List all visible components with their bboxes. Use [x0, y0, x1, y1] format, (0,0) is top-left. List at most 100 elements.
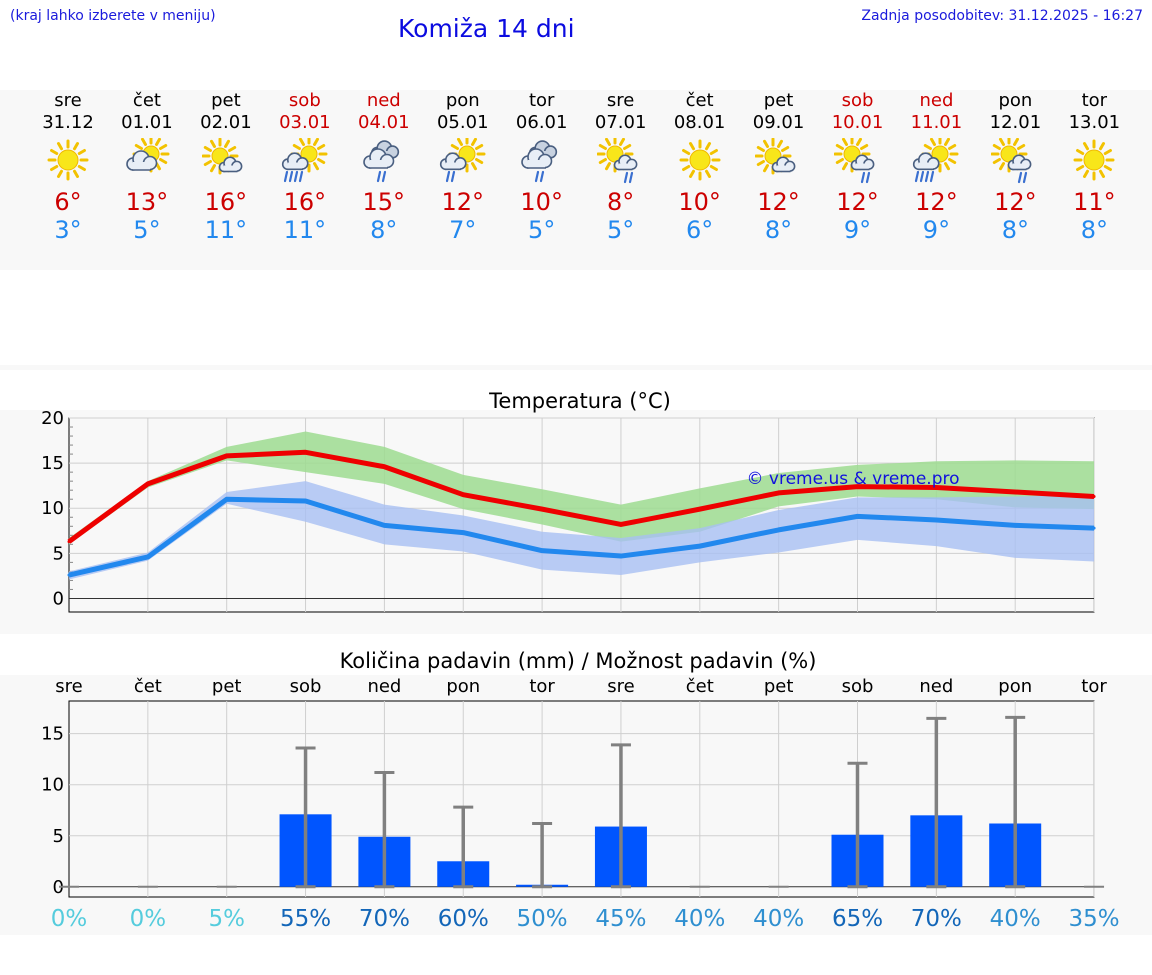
min-temp-point [461, 531, 465, 535]
precip-probability: 0% [130, 906, 167, 932]
day-date: 02.01 [200, 112, 252, 133]
day-date: 09.01 [752, 112, 805, 133]
day-date: 11.01 [910, 112, 963, 133]
cloud-shape [613, 154, 638, 171]
temp-min: 8° [370, 216, 398, 244]
cloud-sun-icon [126, 138, 170, 173]
temp-min: 11° [204, 216, 248, 244]
cloud-shape [771, 156, 795, 173]
day-column[interactable]: pet 09.01 12° 8° [739, 90, 819, 244]
day-name: sob [288, 90, 321, 111]
day-column[interactable]: čet 08.01 10° 6° [660, 90, 740, 244]
temp-max: 16° [204, 188, 248, 216]
temp-max: 16° [283, 188, 327, 216]
min-temp-point [934, 518, 938, 522]
day-column[interactable]: tor 13.01 11° 8° [1054, 90, 1134, 244]
precip-day-label: sob [842, 676, 874, 697]
temp-max: 8° [607, 188, 635, 216]
temp-max: 15° [362, 188, 406, 216]
min-temp-point [225, 497, 229, 501]
sun-cloud-icon [754, 138, 795, 175]
precip-probability: 65% [832, 906, 883, 932]
day-name: čet [685, 90, 714, 111]
rain-drops [445, 170, 455, 183]
rain-drops [623, 171, 633, 184]
watermark: © vreme.us & vreme.pro [746, 469, 959, 489]
day-date: 10.01 [831, 112, 884, 133]
temp-min: 9° [922, 216, 951, 244]
day-column[interactable]: pon 05.01 12° 7° [423, 90, 503, 244]
precip-day-label: čet [134, 676, 162, 697]
day-date: 13.01 [1068, 112, 1121, 133]
sun-shape [47, 139, 89, 181]
rain-drops [1018, 171, 1028, 184]
temp-max: 10° [520, 188, 563, 216]
temp-min: 11° [283, 216, 327, 244]
spacer-band [0, 365, 1152, 370]
precip-chart-title: Količina padavin (mm) / Možnost padavin … [340, 649, 817, 673]
max-temp-point [934, 485, 938, 489]
clouds-rain-icon [362, 140, 399, 183]
min-temp-point [146, 555, 150, 559]
precip-day-label: tor [529, 676, 555, 697]
cloud-shape [1008, 154, 1032, 171]
sun-cloud-rain-icon [991, 138, 1032, 184]
day-name: pon [998, 90, 1033, 111]
precip-probability: 40% [753, 906, 804, 932]
max-temp-point [1092, 495, 1096, 499]
min-temp-point [856, 514, 859, 518]
location-menu-hint: (kraj lahko izberete v meniju) [10, 8, 216, 24]
sun-icon [47, 139, 89, 181]
precip-day-label: ned [367, 676, 401, 697]
temp-max: 12° [441, 188, 485, 216]
precip-ytick: 10 [41, 775, 64, 796]
day-column[interactable]: sob 03.01 16° 11° [265, 90, 345, 244]
precip-probability: 50% [517, 906, 568, 932]
max-temp-point [777, 491, 781, 495]
min-temp-line [68, 496, 1095, 578]
sun-shape [1073, 139, 1115, 181]
max-temp-point [67, 540, 71, 544]
precip-probability: 70% [911, 906, 962, 932]
cloud-shape [850, 154, 874, 171]
day-column[interactable]: pon 12.01 12° 8° [975, 90, 1055, 244]
day-column[interactable]: pet 02.01 16° 11° [186, 90, 266, 244]
min-temp-point [67, 573, 71, 577]
day-name: sre [606, 90, 635, 111]
day-column[interactable]: tor 06.01 10° 5° [502, 90, 582, 244]
precip-probability: 40% [674, 906, 725, 932]
day-date: 07.01 [594, 112, 647, 133]
precip-ytick: 0 [53, 877, 64, 898]
temp-max: 6° [54, 188, 82, 216]
day-column[interactable]: čet 01.01 13° 5° [107, 90, 187, 244]
precip-ytick: 5 [53, 826, 64, 847]
temp-chart-title: Temperatura (°C) [488, 389, 671, 413]
precip-probability: 40% [990, 906, 1041, 932]
sun-rain-heavy-icon [281, 138, 328, 183]
precip-probability: 35% [1068, 906, 1119, 932]
page-title: Komiža 14 dni [398, 14, 575, 43]
last-update: Zadnja posodobitev: 31.12.2025 - 16:27 [861, 8, 1143, 24]
sun-icon [1073, 139, 1115, 181]
day-column[interactable]: sob 10.01 12° 9° [818, 90, 898, 244]
precip-day-label: pon [446, 676, 480, 697]
sun-cloud-rain-icon [833, 138, 874, 184]
day-column[interactable]: sre 31.12 6° 3° [28, 90, 108, 244]
temp-min: 3° [54, 216, 82, 244]
day-column[interactable]: ned 11.01 12° 9° [896, 90, 976, 244]
day-column[interactable]: sre 07.01 8° 5° [581, 90, 661, 244]
temp-min: 8° [764, 216, 793, 244]
precip-day-label: pet [764, 676, 794, 697]
temp-max: 12° [915, 188, 958, 216]
max-temp-point [698, 507, 702, 511]
day-name: pet [763, 90, 794, 111]
min-temp-point [619, 554, 623, 558]
max-temp-point [225, 454, 229, 458]
max-temp-point [461, 493, 465, 497]
min-temp-point [304, 499, 308, 503]
sun-rain-heavy-icon [913, 138, 959, 183]
day-column[interactable]: ned 04.01 15° 8° [344, 90, 424, 244]
temp-max: 12° [757, 188, 800, 216]
max-temp-point [856, 485, 859, 489]
temp-ytick: 15 [41, 453, 64, 474]
